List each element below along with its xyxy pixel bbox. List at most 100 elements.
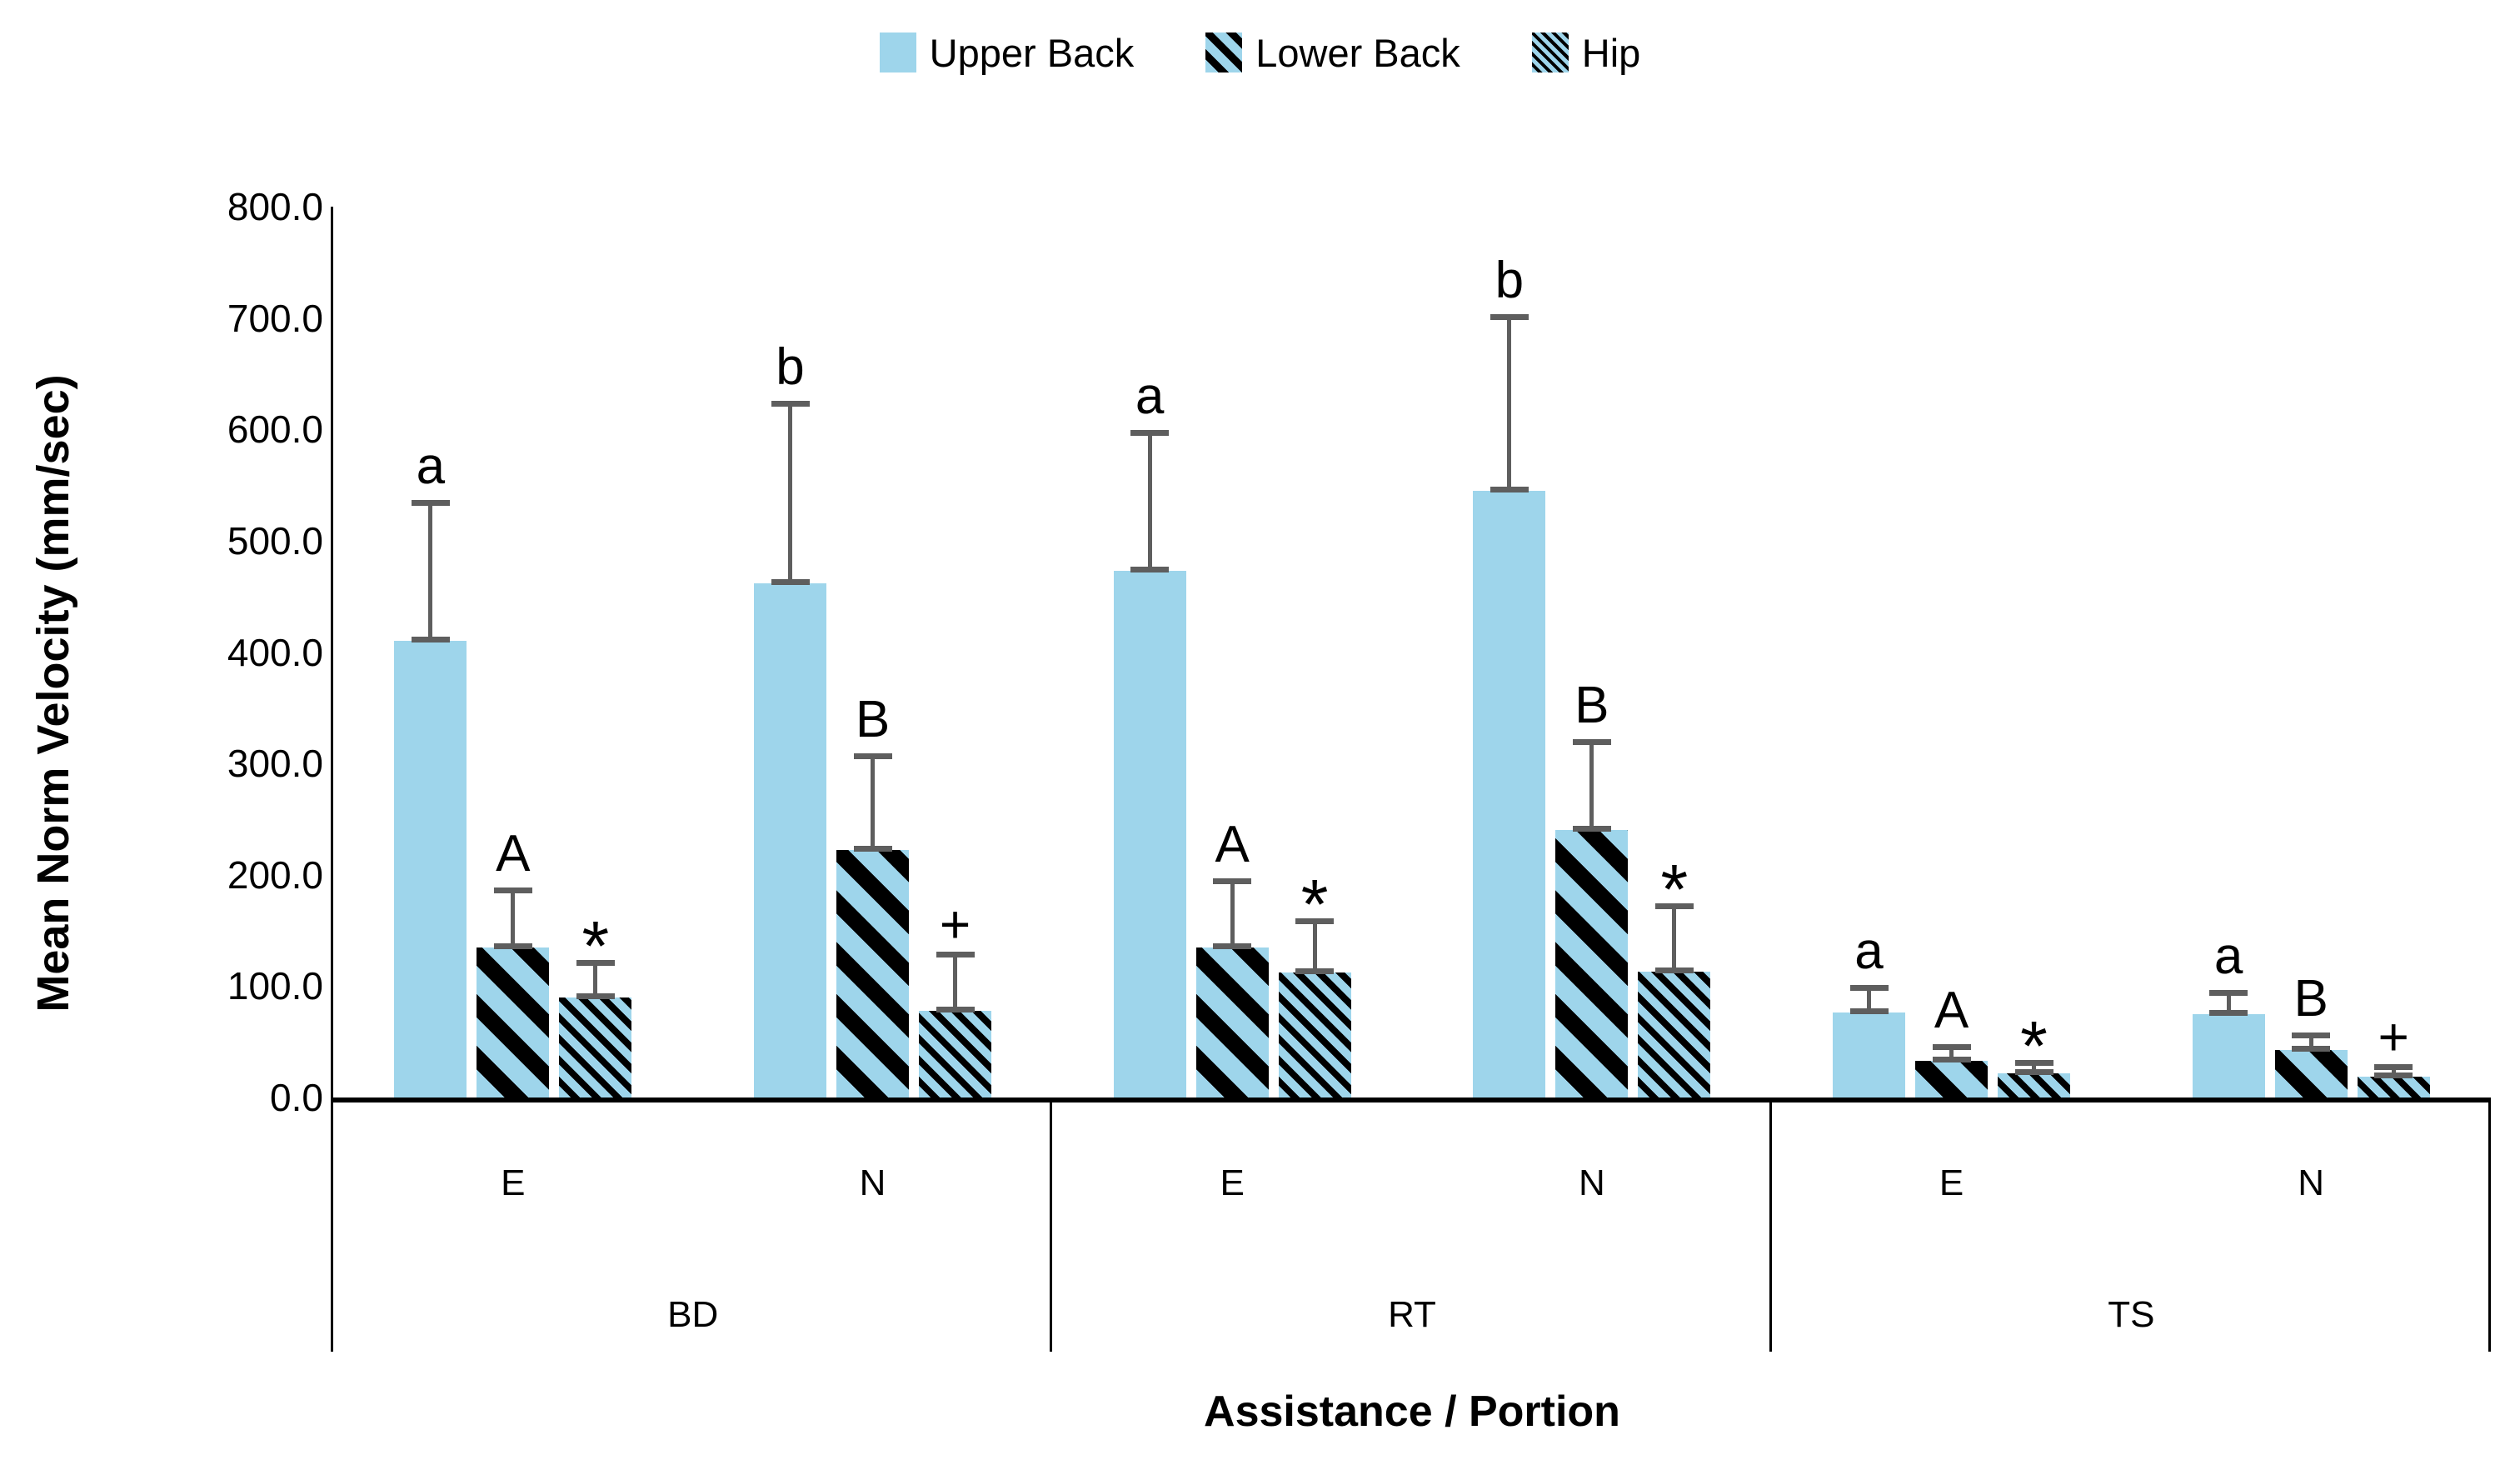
significance-annotation: a [416, 437, 446, 495]
significance-annotation: + [2378, 1007, 2409, 1068]
y-axis-line [331, 207, 333, 1352]
error-bar [1867, 989, 1871, 1013]
error-bar-bottom-cap [1130, 566, 1170, 572]
error-bar-top-cap [1213, 878, 1252, 885]
error-bar-top-cap [936, 952, 975, 958]
error-bar-top-cap [771, 400, 810, 407]
error-bar-bottom-cap [411, 637, 450, 643]
error-bar [1230, 882, 1235, 948]
error-bar [593, 963, 598, 998]
error-bar-top-cap [2014, 1059, 2053, 1066]
legend-item-upper-back: Upper Back [879, 30, 1135, 75]
x-group-label: RT [1388, 1294, 1436, 1335]
error-bar-top-cap [493, 887, 532, 893]
error-bar-bottom-cap [1654, 968, 1694, 973]
error-bar [1147, 433, 1152, 571]
bar-hip-RT-N [1638, 972, 1711, 1098]
x-axis-baseline [331, 1098, 2491, 1102]
error-bar-bottom-cap [1572, 826, 1611, 832]
significance-annotation: * [2020, 1006, 2048, 1085]
error-bar-bottom-cap [2374, 1072, 2413, 1078]
error-bar-bottom-cap [2209, 1009, 2248, 1016]
chart-legend: Upper Back Lower Back Hip [0, 23, 2520, 82]
legend-item-hip: Hip [1531, 30, 1641, 75]
bar-lower-back-BD-N [836, 850, 909, 1098]
error-bar-bottom-cap [2292, 1045, 2331, 1052]
error-bar [871, 758, 875, 851]
error-bar-bottom-cap [493, 942, 532, 949]
bar-lower-back-BD-E [477, 947, 550, 1098]
y-tick-label: 600.0 [227, 408, 323, 452]
bar-lower-back-TS-E [1915, 1060, 1988, 1098]
significance-annotation: B [2293, 969, 2328, 1028]
x-group-label: BD [667, 1294, 719, 1335]
y-tick-label: 800.0 [227, 185, 323, 228]
error-bar-top-cap [2374, 1064, 2413, 1071]
x-group-label: TS [2108, 1294, 2155, 1335]
error-bar-top-cap [1130, 429, 1170, 436]
bar-hip-TS-N [2357, 1076, 2430, 1098]
error-bar [2226, 993, 2231, 1014]
significance-annotation: * [1300, 865, 1329, 944]
error-bar-top-cap [1932, 1044, 1971, 1051]
category-group-divider [2488, 1098, 2491, 1352]
lower-back-swatch-icon [1205, 32, 1243, 72]
significance-annotation: a [1135, 367, 1165, 425]
category-group-divider [1050, 1098, 1053, 1352]
error-bar-top-cap [1295, 918, 1335, 925]
bar-upper-back-TS-N [2192, 1013, 2265, 1098]
error-bar-bottom-cap [771, 578, 810, 585]
error-bar-bottom-cap [1295, 968, 1335, 975]
x-subcategory-label: N [859, 1162, 886, 1203]
error-bar-top-cap [2292, 1032, 2331, 1038]
error-bar [953, 956, 957, 1011]
error-bar-top-cap [576, 959, 615, 966]
y-tick-label: 700.0 [227, 296, 323, 340]
error-bar-top-cap [2209, 989, 2248, 996]
error-bar-bottom-cap [936, 1006, 975, 1012]
y-tick-label: 0.0 [270, 1076, 323, 1119]
upper-back-swatch-icon [879, 32, 916, 72]
error-bar-top-cap [853, 753, 892, 760]
significance-annotation: a [2213, 927, 2243, 985]
bar-hip-BD-N [919, 1010, 991, 1098]
significance-annotation: A [496, 824, 531, 882]
significance-annotation: B [855, 691, 891, 749]
error-bar-top-cap [411, 499, 450, 506]
x-subcategory-label: E [501, 1162, 526, 1203]
error-bar-top-cap [1490, 313, 1529, 320]
y-tick-label: 400.0 [227, 630, 323, 674]
legend-label: Lower Back [1255, 30, 1460, 75]
error-bar-bottom-cap [1849, 1008, 1889, 1015]
category-group-divider [1769, 1098, 1772, 1352]
bar-upper-back-BD-E [394, 641, 467, 1098]
error-bar [2032, 1063, 2036, 1073]
error-bar-bottom-cap [1932, 1056, 1971, 1062]
bar-upper-back-RT-N [1473, 490, 1546, 1098]
legend-label: Upper Back [929, 30, 1135, 75]
significance-annotation: * [1660, 849, 1689, 928]
legend-item-lower-back: Lower Back [1205, 32, 1460, 72]
y-tick-label: 300.0 [227, 742, 323, 786]
y-tick-label: 100.0 [227, 964, 323, 1008]
bar-lower-back-RT-N [1555, 830, 1629, 1098]
error-bar [2308, 1036, 2313, 1050]
error-bar-bottom-cap [576, 992, 615, 999]
bar-lower-back-RT-E [1195, 947, 1269, 1098]
error-bar [788, 404, 792, 583]
error-bar [511, 891, 516, 948]
bar-lower-back-TS-N [2274, 1049, 2348, 1098]
y-axis-title: Mean Norm Velocity (mm/sec) [28, 374, 78, 1012]
x-subcategory-label: E [1939, 1162, 1964, 1203]
x-subcategory-label: E [1220, 1162, 1245, 1203]
error-bar [428, 503, 433, 642]
error-bar [1672, 907, 1677, 972]
error-bar [1507, 318, 1512, 491]
significance-annotation: a [1854, 922, 1884, 981]
error-bar-bottom-cap [1490, 486, 1529, 492]
bar-hip-TS-E [1998, 1072, 2070, 1098]
bar-upper-back-BD-N [754, 582, 826, 1098]
legend-label: Hip [1581, 30, 1641, 75]
bar-upper-back-TS-E [1833, 1012, 1905, 1098]
